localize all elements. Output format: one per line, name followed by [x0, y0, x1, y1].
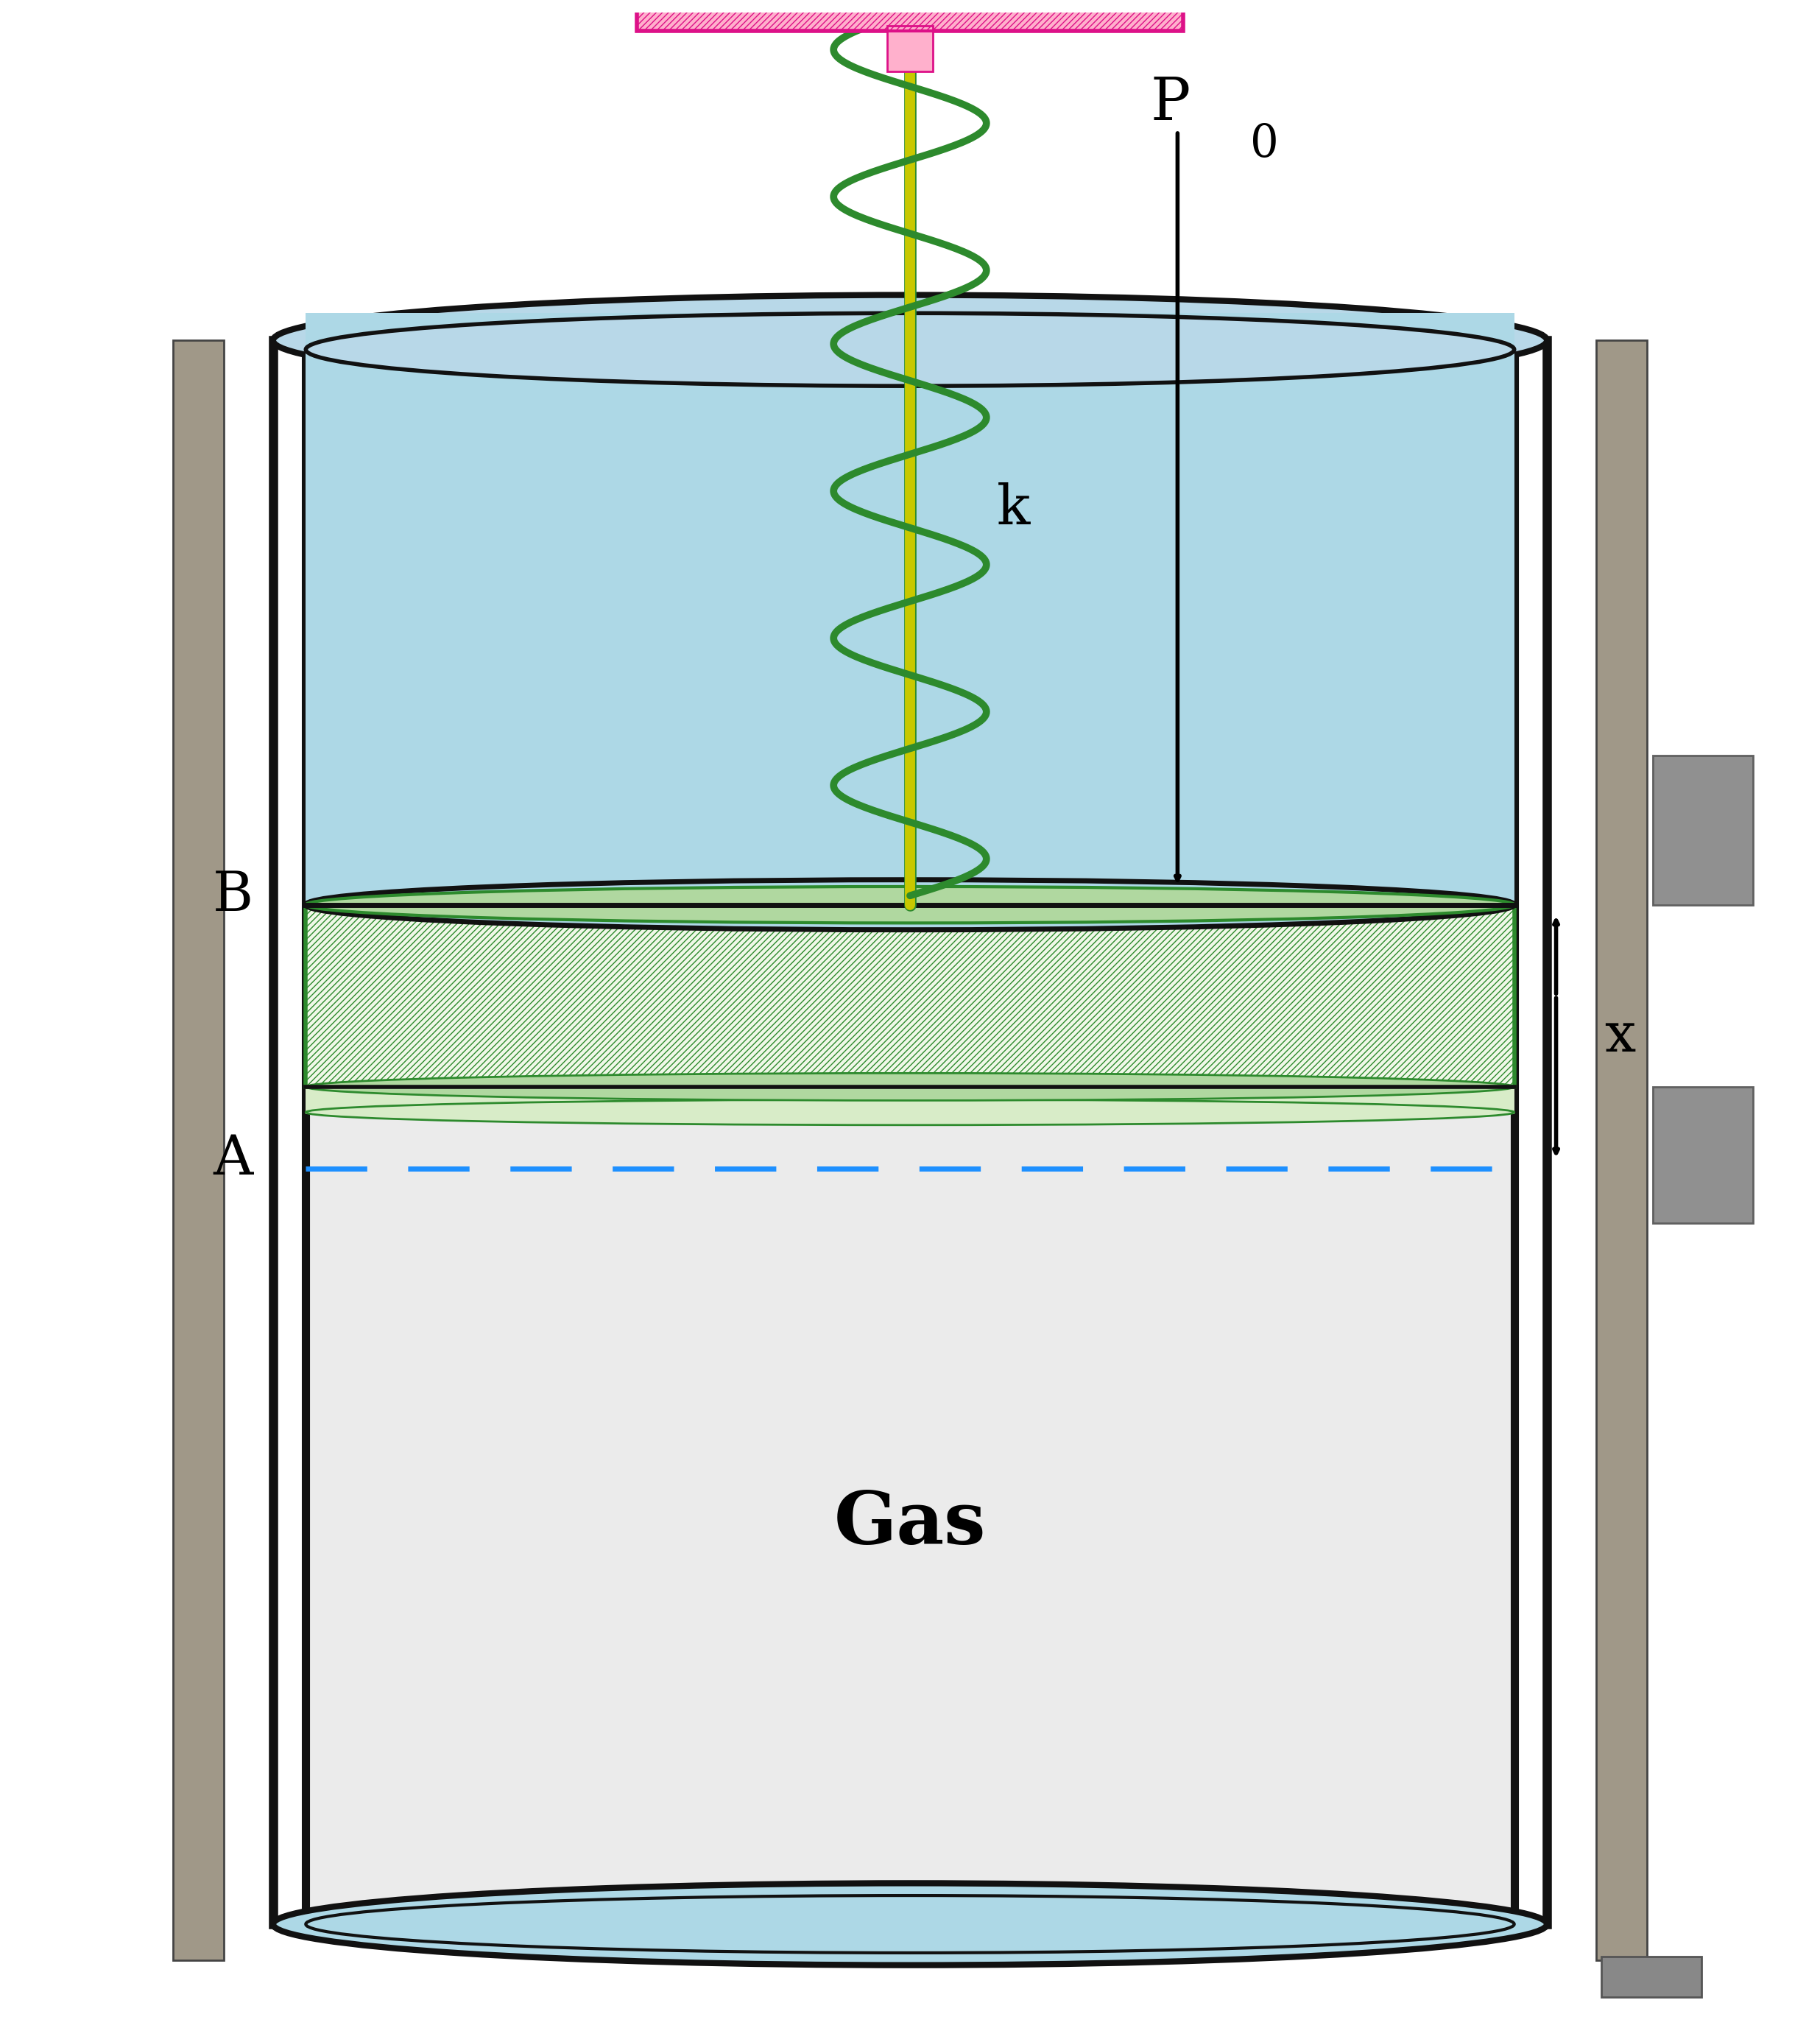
Text: B: B — [213, 868, 253, 923]
Ellipse shape — [273, 294, 1547, 385]
Ellipse shape — [306, 1073, 1514, 1101]
Bar — [1653, 756, 1753, 904]
Ellipse shape — [306, 880, 1514, 929]
Text: x: x — [1603, 1010, 1636, 1063]
Ellipse shape — [306, 886, 1514, 923]
Text: P: P — [1150, 75, 1190, 132]
Bar — [1514, 341, 1547, 1925]
Bar — [306, 904, 1514, 1087]
Text: 0: 0 — [1250, 122, 1279, 166]
Bar — [306, 341, 1514, 1925]
Bar — [888, 26, 932, 71]
Bar — [306, 973, 1514, 996]
Bar — [273, 341, 306, 1925]
Ellipse shape — [306, 1099, 1514, 1126]
Bar — [173, 341, 224, 1961]
Text: k: k — [997, 483, 1030, 535]
Bar — [1602, 1957, 1702, 1998]
Bar — [1596, 341, 1647, 1961]
Ellipse shape — [273, 1884, 1547, 1965]
Ellipse shape — [306, 312, 1514, 385]
Bar — [637, 0, 1183, 30]
Ellipse shape — [306, 1896, 1514, 1953]
Bar — [306, 312, 1514, 915]
Bar — [1653, 1087, 1753, 1223]
Text: A: A — [213, 1134, 253, 1186]
Bar — [637, 0, 1183, 30]
Bar — [306, 1081, 1514, 1113]
Text: Gas: Gas — [834, 1489, 986, 1560]
